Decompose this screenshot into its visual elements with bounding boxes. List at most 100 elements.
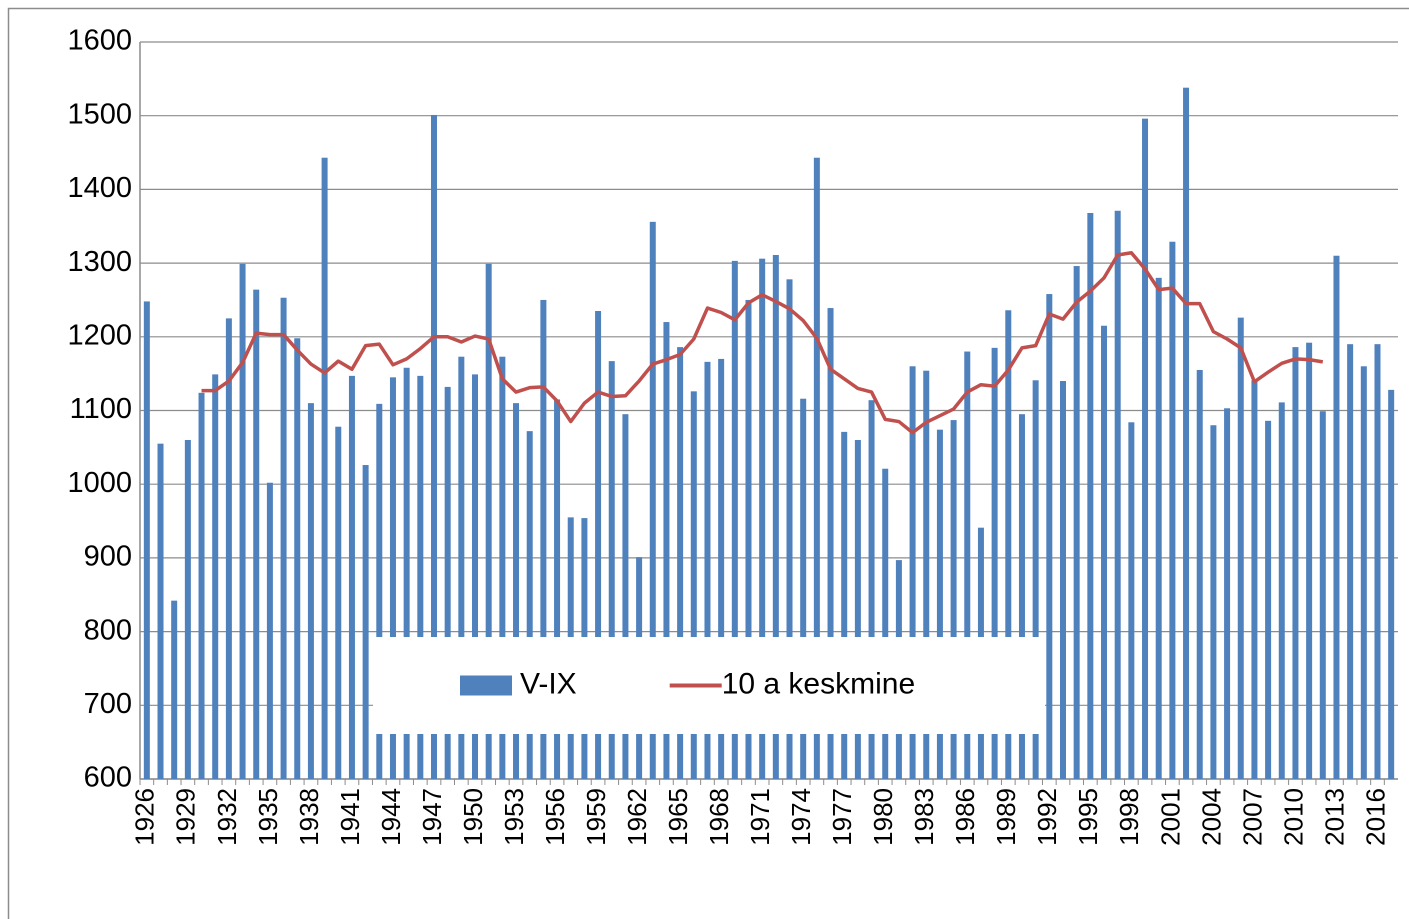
x-tick-label: 1968 [704, 788, 734, 846]
legend-label: 10 a keskmine [722, 667, 915, 700]
bar [184, 439, 191, 779]
x-tick-label: 1932 [212, 788, 242, 846]
bar [1388, 389, 1395, 779]
x-tick-label: 2013 [1319, 788, 1349, 846]
bar [991, 347, 998, 779]
bar [1032, 380, 1039, 779]
bar [526, 431, 533, 779]
x-tick-label: 1974 [786, 788, 816, 846]
x-tick-label: 1935 [253, 788, 283, 846]
x-tick-label: 1971 [745, 788, 775, 846]
bar [1224, 408, 1231, 779]
x-tick-label: 1962 [622, 788, 652, 846]
x-tick-label: 2001 [1155, 788, 1185, 846]
x-tick-label: 1992 [1032, 788, 1062, 846]
x-tick-label: 1953 [499, 788, 529, 846]
bar [690, 391, 697, 779]
bar [1087, 212, 1094, 779]
bar [704, 361, 711, 779]
bar [1306, 342, 1313, 779]
bar [1319, 411, 1326, 779]
bar [1155, 277, 1162, 779]
bar [1333, 255, 1340, 780]
bar [1196, 369, 1203, 779]
bar [280, 297, 287, 779]
bar [157, 443, 164, 779]
y-tick-label: 1400 [67, 172, 132, 204]
x-tick-label: 2004 [1196, 788, 1226, 846]
x-tick-label: 1947 [417, 788, 447, 846]
bar [1169, 241, 1176, 780]
bar [335, 426, 342, 779]
bar [786, 279, 793, 779]
bar [1073, 266, 1080, 780]
y-tick-label: 1600 [67, 25, 132, 57]
bar [649, 221, 656, 779]
bar [1237, 317, 1244, 779]
bar [772, 254, 779, 780]
bar [554, 399, 561, 779]
bar [1265, 420, 1272, 779]
x-tick-label: 1983 [909, 788, 939, 846]
bar [294, 338, 301, 779]
y-tick-label: 1300 [67, 246, 132, 278]
y-tick-label: 700 [84, 688, 132, 720]
bar [1018, 414, 1025, 779]
bar [854, 439, 861, 779]
bar [1251, 380, 1258, 779]
x-tick-label: 2016 [1360, 788, 1390, 846]
legend-swatch [460, 675, 512, 696]
bar [348, 375, 355, 779]
bar [430, 114, 437, 779]
bar [1128, 422, 1135, 779]
bar [1183, 87, 1190, 780]
bar [1210, 425, 1217, 779]
bar [499, 356, 506, 779]
bar [1360, 366, 1367, 779]
x-tick-label: 1929 [171, 788, 201, 846]
y-tick-label: 1500 [67, 98, 132, 130]
bar [444, 386, 451, 779]
legend-label: V-IX [520, 667, 577, 700]
bar [622, 414, 629, 779]
bar [964, 351, 971, 779]
bar [362, 465, 369, 779]
bar [376, 403, 383, 779]
bar [266, 482, 273, 779]
bar [307, 403, 314, 779]
x-tick-label: 1989 [991, 788, 1021, 846]
bar [321, 157, 328, 780]
x-tick-label: 1950 [458, 788, 488, 846]
bar [239, 263, 246, 779]
bar [868, 400, 875, 779]
bar [800, 398, 807, 779]
bar [212, 374, 219, 779]
x-tick-label: 1986 [950, 788, 980, 846]
bar [1005, 310, 1012, 779]
bar [1374, 344, 1381, 779]
x-tick-label: 1938 [294, 788, 324, 846]
bar [171, 600, 178, 779]
x-tick-label: 2007 [1237, 788, 1267, 846]
bar [1347, 344, 1354, 779]
bar [225, 318, 232, 779]
y-tick-label: 900 [84, 541, 132, 573]
x-tick-label: 1980 [868, 788, 898, 846]
bar [936, 429, 943, 779]
x-tick-label: 2010 [1278, 788, 1308, 846]
bar [1114, 210, 1121, 779]
x-tick-label: 1998 [1114, 788, 1144, 846]
bar [731, 260, 738, 779]
bar [1101, 325, 1108, 779]
y-tick-label: 1000 [67, 467, 132, 499]
bar [1142, 118, 1149, 779]
bar [485, 263, 492, 779]
bar [841, 431, 848, 779]
bar [1278, 402, 1285, 779]
x-tick-label: 1926 [130, 788, 160, 846]
bar [1292, 347, 1299, 779]
bar [403, 367, 410, 779]
x-tick-label: 1944 [376, 788, 406, 846]
bar [718, 358, 725, 779]
